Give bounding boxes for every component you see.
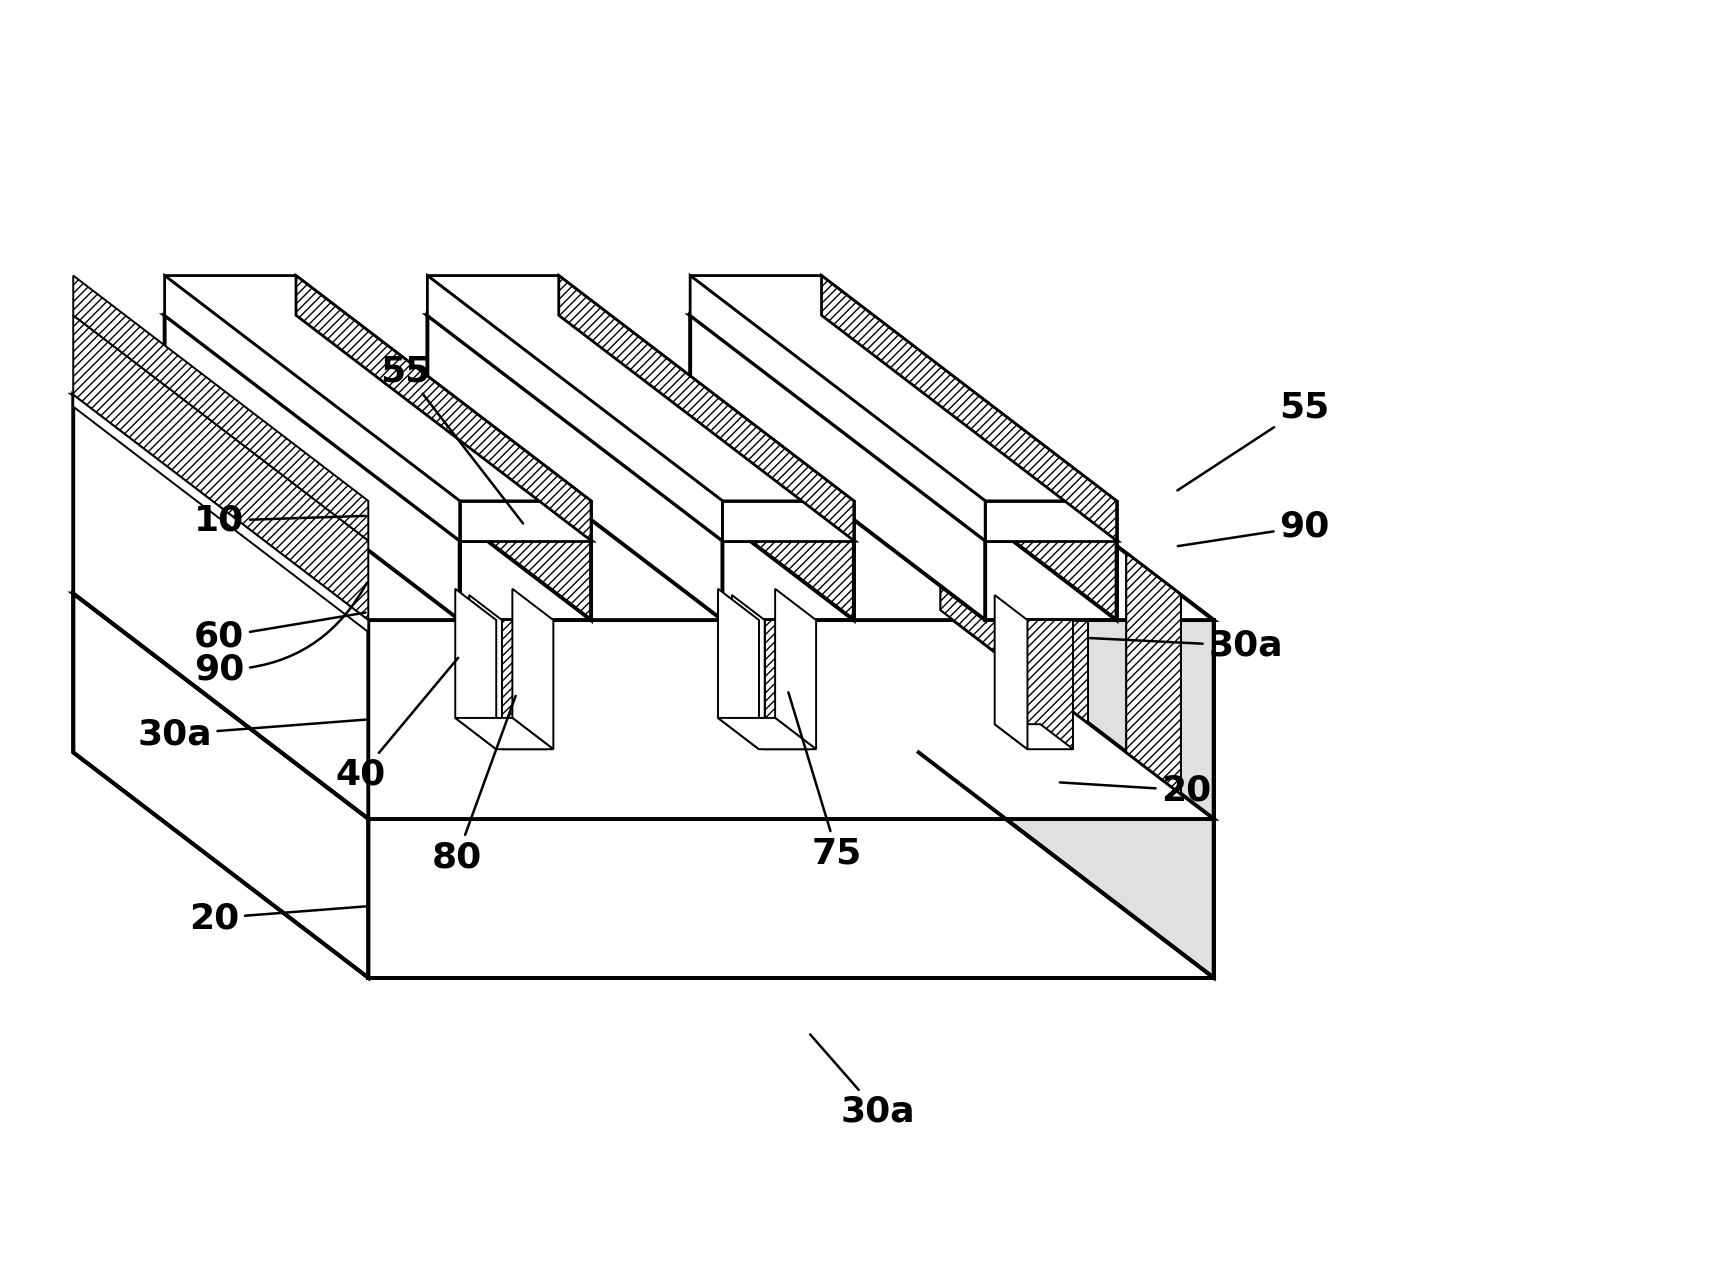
Polygon shape [164, 315, 297, 394]
Polygon shape [1034, 483, 1087, 723]
Polygon shape [297, 276, 590, 541]
Polygon shape [428, 315, 854, 541]
Polygon shape [513, 589, 554, 750]
Polygon shape [690, 315, 1117, 541]
Polygon shape [1127, 554, 1181, 794]
Text: 55: 55 [1177, 391, 1329, 490]
Polygon shape [822, 315, 1117, 621]
Polygon shape [72, 594, 1213, 819]
Text: 55: 55 [380, 355, 523, 523]
Text: 60: 60 [193, 613, 366, 653]
Polygon shape [72, 594, 368, 978]
Text: 20: 20 [1060, 774, 1212, 808]
Polygon shape [459, 541, 590, 621]
Text: 30a: 30a [809, 1034, 915, 1129]
Polygon shape [72, 394, 368, 819]
Polygon shape [941, 412, 996, 652]
Text: 20: 20 [190, 901, 366, 935]
Polygon shape [469, 595, 502, 750]
Polygon shape [723, 541, 854, 621]
Polygon shape [428, 276, 723, 541]
Polygon shape [72, 315, 368, 621]
Polygon shape [164, 276, 590, 501]
Polygon shape [456, 718, 554, 750]
Polygon shape [1034, 483, 1087, 723]
Polygon shape [994, 595, 1027, 750]
Polygon shape [941, 412, 996, 652]
Polygon shape [918, 394, 1213, 819]
Polygon shape [502, 621, 547, 750]
Polygon shape [723, 501, 854, 541]
Polygon shape [297, 315, 590, 621]
Polygon shape [469, 724, 547, 750]
Polygon shape [368, 819, 1213, 978]
Polygon shape [459, 501, 590, 541]
Polygon shape [1127, 554, 1181, 794]
Polygon shape [765, 621, 811, 750]
Polygon shape [456, 589, 497, 750]
Polygon shape [72, 276, 368, 541]
Text: 30a: 30a [138, 718, 366, 751]
Text: 90: 90 [193, 583, 368, 686]
Polygon shape [72, 394, 1213, 621]
Polygon shape [164, 315, 459, 621]
Text: 40: 40 [335, 657, 457, 791]
Polygon shape [690, 315, 822, 394]
Polygon shape [986, 541, 1117, 621]
Polygon shape [428, 276, 854, 501]
Polygon shape [918, 594, 1213, 978]
Text: 10: 10 [193, 504, 366, 537]
Text: 90: 90 [1177, 509, 1329, 546]
Polygon shape [994, 724, 1074, 750]
Text: 80: 80 [432, 696, 516, 875]
Polygon shape [690, 276, 986, 541]
Polygon shape [732, 595, 765, 750]
Polygon shape [164, 315, 590, 541]
Polygon shape [559, 276, 854, 541]
Polygon shape [732, 724, 811, 750]
Text: 75: 75 [789, 693, 863, 871]
Polygon shape [822, 276, 1117, 541]
Polygon shape [986, 501, 1117, 541]
Polygon shape [690, 276, 1117, 501]
Polygon shape [559, 315, 854, 621]
Polygon shape [368, 621, 1213, 819]
Polygon shape [428, 315, 723, 621]
Polygon shape [718, 718, 816, 750]
Polygon shape [428, 315, 559, 394]
Text: 30a: 30a [1089, 629, 1282, 662]
Polygon shape [775, 589, 816, 750]
Polygon shape [718, 589, 759, 750]
Polygon shape [164, 276, 459, 541]
Polygon shape [72, 394, 368, 632]
Polygon shape [1027, 621, 1074, 750]
Polygon shape [690, 315, 986, 621]
